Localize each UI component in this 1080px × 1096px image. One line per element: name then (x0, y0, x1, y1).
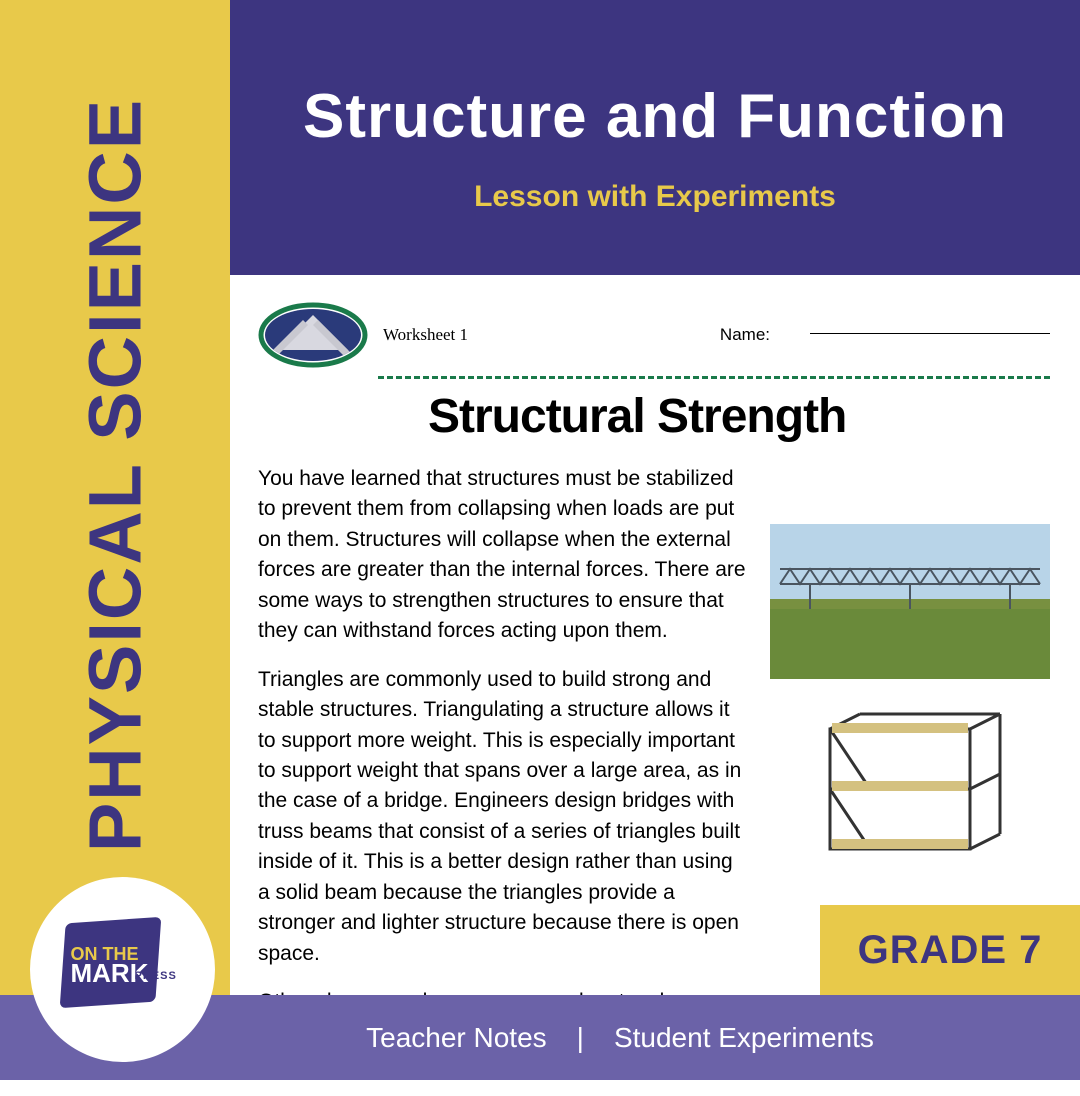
brand-press-label: PRESS (135, 970, 177, 982)
name-label: Name: (720, 325, 770, 345)
brand-logo: ON THE MARK PRESS (30, 877, 215, 1062)
grade-badge: GRADE 7 (820, 905, 1080, 995)
footer-left: Teacher Notes (366, 1022, 547, 1054)
scaffold-icon (810, 709, 1010, 869)
paragraph-1: You have learned that structures must be… (258, 464, 750, 647)
header: Structure and Function Lesson with Exper… (230, 0, 1080, 275)
paragraph-2: Triangles are commonly used to build str… (258, 665, 750, 969)
worksheet-area: Worksheet 1 Name: Structural Strength Yo… (230, 275, 1080, 995)
worksheet-logo-icon (258, 300, 368, 370)
page-title: Structure and Function (303, 81, 1007, 152)
footer-separator: | (577, 1022, 584, 1054)
name-input-line[interactable] (810, 333, 1050, 334)
footer-right: Student Experiments (614, 1022, 874, 1054)
worksheet-title: Structural Strength (428, 389, 1050, 444)
sidebar-label: PHYSICAL SCIENCE (73, 98, 158, 852)
dashed-divider (378, 376, 1050, 379)
page-subtitle: Lesson with Experiments (474, 180, 836, 214)
worksheet-header-row: Worksheet 1 Name: (258, 300, 1050, 370)
worksheet-number: Worksheet 1 (383, 325, 468, 345)
bridge-photo-icon (770, 524, 1050, 679)
grade-label: GRADE 7 (858, 928, 1043, 973)
